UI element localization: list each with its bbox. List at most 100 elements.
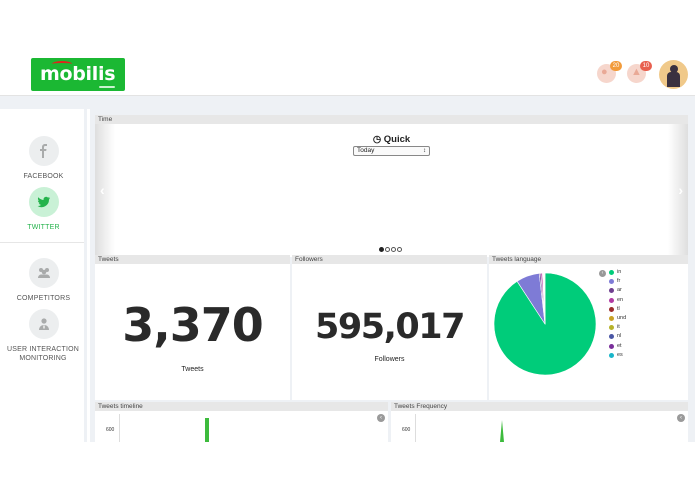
sidebar-item-competitors[interactable]: COMPETITORS: [0, 258, 87, 303]
sidebar: FACEBOOK TWITTER COMPETITORS USER INTERA…: [0, 109, 87, 442]
bell-notification[interactable]: ▲ 10: [627, 61, 652, 83]
legend-item-nl[interactable]: nl: [609, 332, 626, 341]
carousel-next-button[interactable]: ›: [668, 124, 688, 257]
bell-icon: ▲: [631, 66, 642, 78]
mobilis-logo[interactable]: mobilis: [31, 58, 125, 91]
followers-count: 595,017: [315, 307, 465, 347]
legend-label: fr: [617, 278, 621, 285]
logo-text: mobilis: [40, 63, 116, 85]
legend-item-tl[interactable]: tl: [609, 305, 626, 314]
sidebar-item-label: COMPETITORS: [16, 295, 71, 302]
legend-item-fr[interactable]: fr: [609, 277, 626, 286]
legend-label: tl: [617, 305, 620, 312]
user-monitor-icon: [28, 309, 59, 339]
legend-label: nl: [617, 333, 622, 340]
sidebar-item-label: FACEBOOK: [23, 173, 64, 180]
legend-item-es[interactable]: es: [609, 351, 626, 360]
chat-icon: ●: [601, 66, 608, 78]
followers-caption: Followers: [374, 356, 405, 363]
legend-toggle-button[interactable]: ‹: [599, 270, 606, 277]
panel-title: Time: [95, 115, 688, 124]
main-content: Time ‹ › ◷ Quick Today ↕ Tweets 3,370 Tw…: [90, 109, 695, 442]
y-tick-label: 600: [106, 427, 115, 433]
twitter-icon: [28, 187, 59, 217]
facebook-icon: [28, 136, 59, 166]
legend-swatch: [609, 334, 614, 340]
timeline-bar: [205, 418, 209, 442]
quick-range-selected: Today: [357, 147, 375, 154]
legend-label: es: [617, 351, 623, 358]
panel-title: Tweets: [95, 255, 290, 264]
users-icon: [28, 258, 59, 288]
legend-swatch: [609, 288, 614, 294]
sidebar-item-facebook[interactable]: FACEBOOK: [0, 136, 87, 181]
y-tick-label: 600: [402, 427, 411, 433]
timeline-toggle-button[interactable]: ‹: [377, 414, 385, 422]
quick-range-label: Quick: [383, 134, 411, 145]
frequency-toggle-button[interactable]: ‹: [677, 414, 685, 422]
tweets-panel: Tweets 3,370 Tweets: [95, 255, 290, 400]
carousel-dot-1[interactable]: [379, 247, 384, 252]
carousel-indicators: [379, 239, 403, 257]
language-legend: in fr ar en tl und it nl et es: [609, 268, 626, 360]
legend-swatch: [609, 279, 614, 285]
legend-item-ar[interactable]: ar: [609, 286, 626, 295]
chat-count-badge: 20: [610, 61, 622, 71]
panel-title: Tweets timeline: [95, 402, 388, 411]
tweets-frequency-panel: Tweets Frequency 600 ‹: [391, 402, 688, 442]
sidebar-item-twitter[interactable]: TWITTER: [0, 187, 87, 232]
panel-title: Tweets Frequency: [391, 402, 688, 411]
select-arrows-icon: ↕: [423, 148, 426, 154]
carousel-dot-2[interactable]: [385, 247, 390, 252]
avatar[interactable]: [659, 60, 688, 89]
legend-swatch: [609, 343, 614, 349]
legend-label: it: [617, 324, 620, 331]
panel-title: Tweets language: [489, 255, 688, 264]
avatar-body: [667, 72, 680, 87]
tweets-timeline-panel: Tweets timeline 600 ‹: [95, 402, 388, 442]
carousel-prev-button[interactable]: ‹: [95, 124, 115, 257]
legend-swatch: [609, 352, 614, 358]
carousel-dot-4[interactable]: [397, 247, 402, 252]
logo-tagline-mark: [99, 86, 115, 88]
avatar-head: [670, 65, 678, 73]
legend-item-und[interactable]: und: [609, 314, 626, 323]
tweets-language-panel: Tweets language ‹ in fr ar en tl und it nl et es: [489, 255, 688, 400]
chat-notification[interactable]: ● 20: [597, 61, 622, 83]
legend-label: et: [617, 342, 622, 349]
quick-range-select[interactable]: Today ↕: [353, 146, 430, 156]
legend-swatch: [609, 270, 614, 275]
sidebar-divider: [0, 242, 84, 243]
panel-title: Followers: [292, 255, 487, 264]
sidebar-item-label: USER INTERACTION MONITORING: [6, 346, 80, 362]
legend-swatch: [609, 297, 614, 303]
sidebar-item-user-interaction-monitoring[interactable]: USER INTERACTION MONITORING: [0, 309, 87, 363]
legend-label: in: [617, 269, 622, 275]
tweets-count: 3,370: [122, 298, 264, 352]
legend-label: en: [617, 296, 624, 303]
legend-swatch: [609, 315, 614, 321]
logo-swoosh: [52, 61, 72, 67]
legend-item-en[interactable]: en: [609, 296, 626, 305]
language-pie-chart: [493, 273, 597, 376]
followers-panel: Followers 595,017 Followers: [292, 255, 487, 400]
top-bar: mobilis ● 20 ▲ 10: [0, 52, 695, 96]
legend-swatch: [609, 325, 614, 331]
carousel-dot-3[interactable]: [391, 247, 396, 252]
sidebar-item-label: TWITTER: [27, 224, 60, 231]
time-panel: Time ‹ › ◷ Quick Today ↕: [95, 115, 688, 257]
legend-item-in[interactable]: in: [609, 268, 626, 277]
legend-swatch: [609, 306, 614, 312]
legend-item-et[interactable]: et: [609, 342, 626, 351]
quick-range-title: ◷ Quick: [95, 134, 688, 145]
frequency-spike: [500, 420, 504, 442]
tweets-caption: Tweets: [181, 366, 204, 373]
y-axis: [119, 414, 120, 442]
y-axis: [415, 414, 416, 442]
legend-item-it[interactable]: it: [609, 323, 626, 332]
header-divider-strip: [0, 96, 695, 109]
chevron-left-icon: ‹: [100, 182, 105, 198]
chevron-right-icon: ›: [678, 182, 683, 198]
dashboard-screenshot: mobilis ● 20 ▲ 10 FACEBOOK TWITTER: [0, 52, 695, 442]
